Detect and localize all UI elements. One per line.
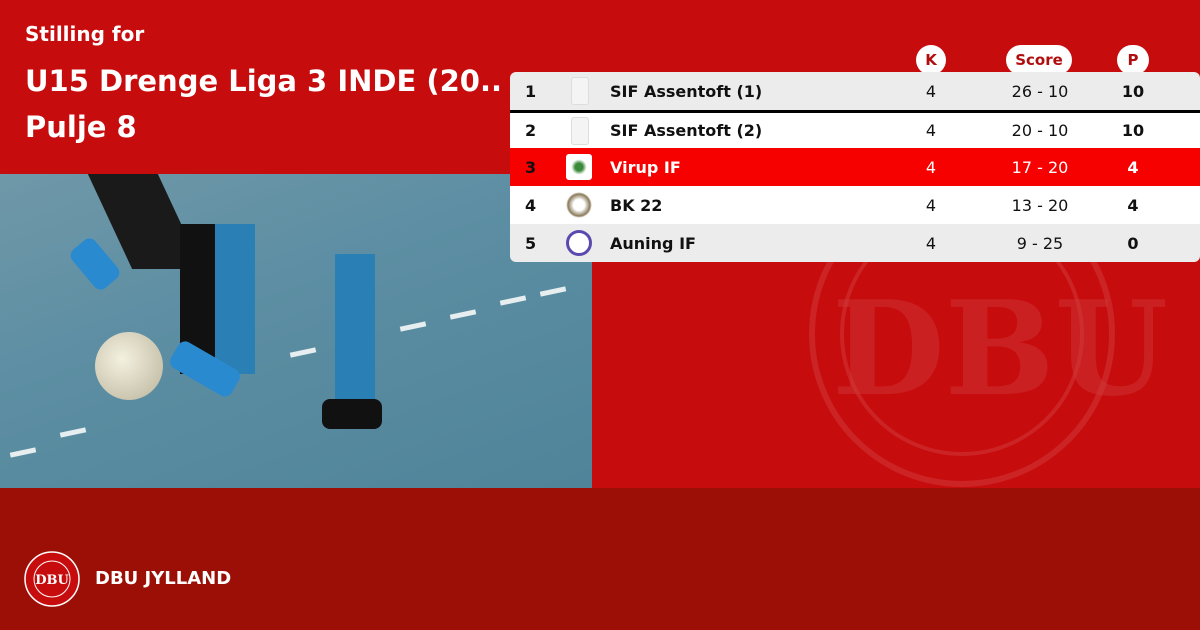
team-name: Virup IF [610, 157, 681, 177]
table-row-highlighted[interactable]: 3 Virup IF 4 17 - 20 4 [510, 148, 1200, 186]
team-name: SIF Assentoft (1) [610, 81, 763, 101]
brand-name: DBU JYLLAND [95, 568, 232, 589]
footer-background [0, 488, 1200, 630]
score: 9 - 25 [1016, 233, 1064, 253]
played: 4 [925, 157, 937, 177]
column-header-points[interactable]: P [1117, 45, 1149, 75]
svg-text:DBU: DBU [832, 272, 1168, 425]
position: 5 [525, 233, 537, 253]
position: 4 [525, 195, 537, 215]
page-title: U15 Drenge Liga 3 INDE (20.. Pulje 8 [25, 58, 505, 150]
points: 4 [1127, 195, 1139, 215]
team-name: BK 22 [610, 195, 663, 215]
team-logo-icon [566, 192, 592, 218]
points: 4 [1127, 157, 1139, 177]
points: 0 [1127, 233, 1139, 253]
divider [510, 110, 1200, 113]
team-logo-icon [566, 230, 592, 256]
column-header-score[interactable]: Score [1006, 45, 1072, 75]
team-logo-icon [571, 116, 589, 145]
ball [95, 332, 163, 400]
played: 4 [925, 233, 937, 253]
position: 1 [525, 81, 537, 101]
points: 10 [1121, 121, 1145, 140]
team-logo-icon [571, 77, 589, 105]
svg-text:DBU: DBU [35, 573, 69, 588]
played: 4 [925, 195, 937, 215]
points: 10 [1121, 81, 1145, 101]
dbu-seal-logo: DBU [24, 551, 80, 607]
pool-name: Pulje 8 [25, 110, 137, 144]
score: 13 - 20 [1011, 195, 1069, 215]
score: 17 - 20 [1011, 157, 1069, 177]
position: 3 [525, 157, 537, 177]
table-row[interactable]: 1 SIF Assentoft (1) 4 26 - 10 10 [510, 72, 1200, 110]
table-row[interactable]: 4 BK 22 4 13 - 20 4 [510, 186, 1200, 224]
score: 26 - 10 [1011, 81, 1069, 101]
subtitle: Stilling for [25, 22, 145, 46]
column-header-played[interactable]: K [916, 45, 946, 75]
league-name: U15 Drenge Liga 3 INDE (20.. [25, 64, 503, 98]
team-name: SIF Assentoft (2) [610, 121, 763, 140]
score: 20 - 10 [1011, 121, 1069, 140]
played: 4 [925, 81, 937, 101]
table-row[interactable]: 5 Auning IF 4 9 - 25 0 [510, 224, 1200, 262]
futsal-photo [0, 174, 592, 488]
team-name: Auning IF [610, 233, 696, 253]
table-row[interactable]: 2 SIF Assentoft (2) 4 20 - 10 10 [510, 113, 1200, 148]
position: 2 [525, 121, 537, 140]
team-logo-icon [566, 154, 592, 180]
standings-table: 1 SIF Assentoft (1) 4 26 - 10 10 2 SIF A… [510, 72, 1200, 262]
played: 4 [925, 121, 937, 140]
